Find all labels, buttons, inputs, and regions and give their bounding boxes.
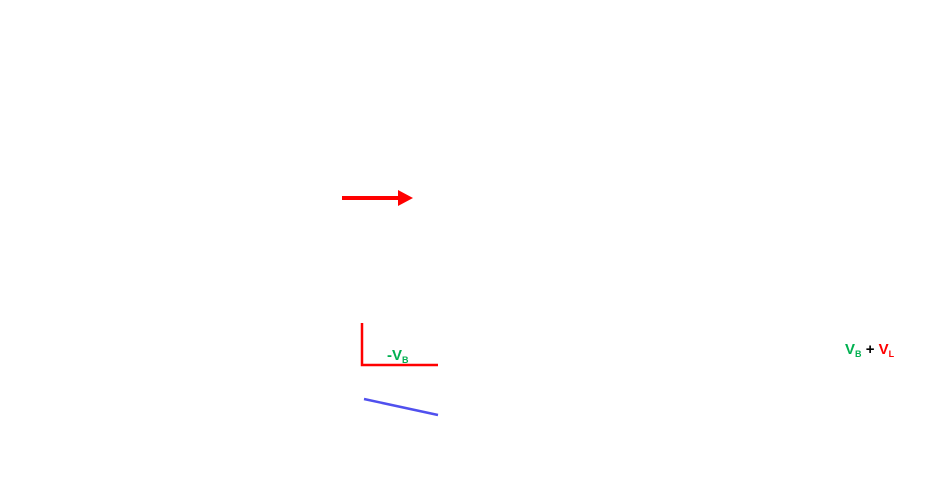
vb-plus-vl-label: VB + VL xyxy=(845,342,894,359)
vb-subscript: B xyxy=(855,349,862,359)
vb-main: V xyxy=(845,341,856,358)
vb-term: VB xyxy=(845,341,862,359)
neg-vb-subscript: B xyxy=(402,355,409,365)
plus-operator: + xyxy=(865,341,875,358)
vl-term: VL xyxy=(878,341,895,359)
red-arrow xyxy=(342,190,413,206)
vl-subscript: L xyxy=(888,349,895,359)
red-arrow-head xyxy=(398,190,413,206)
red-l-axes xyxy=(360,323,438,367)
vl-main: V xyxy=(878,341,889,358)
neg-vb-main: -V xyxy=(387,347,402,364)
neg-vb-label: -VB xyxy=(387,348,409,365)
blue-sloped-line xyxy=(363,397,439,417)
